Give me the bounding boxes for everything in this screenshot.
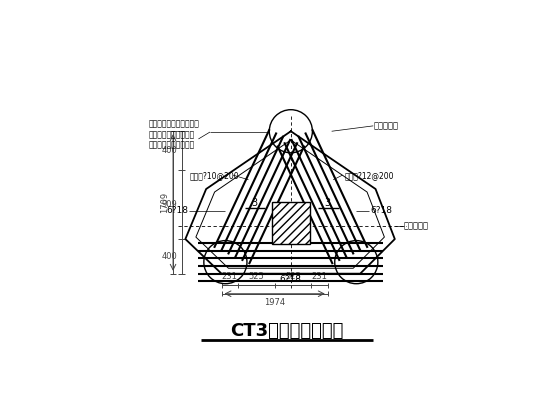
Text: 400: 400 bbox=[161, 146, 177, 155]
Text: 分布筋?12@200: 分布筋?12@200 bbox=[345, 171, 394, 180]
Text: 承台中心线: 承台中心线 bbox=[404, 221, 429, 231]
Text: 525: 525 bbox=[248, 272, 264, 281]
Text: 6?18: 6?18 bbox=[279, 275, 301, 284]
Text: 承台中心线: 承台中心线 bbox=[373, 121, 398, 130]
Text: 最里面的三根钢筋围成的
三角形在柱截面范围内
桩径范围内布置３／４: 最里面的三根钢筋围成的 三角形在柱截面范围内 桩径范围内布置３／４ bbox=[148, 120, 199, 150]
Text: 525: 525 bbox=[285, 272, 301, 281]
Text: 3: 3 bbox=[251, 198, 258, 208]
Text: 6?18: 6?18 bbox=[166, 206, 188, 215]
Text: 231: 231 bbox=[222, 272, 237, 281]
Text: 3: 3 bbox=[324, 198, 330, 208]
Text: 231: 231 bbox=[312, 272, 328, 281]
Bar bbox=[272, 202, 310, 244]
Text: 分布筋?10@200: 分布筋?10@200 bbox=[189, 171, 239, 180]
Text: 400: 400 bbox=[161, 252, 177, 261]
Text: CT3、三桩承台详图: CT3、三桩承台详图 bbox=[230, 323, 344, 341]
Text: 909: 909 bbox=[161, 200, 177, 209]
Text: 1709: 1709 bbox=[160, 192, 169, 213]
Text: 1974: 1974 bbox=[264, 298, 285, 307]
Text: 6?18: 6?18 bbox=[370, 206, 392, 215]
